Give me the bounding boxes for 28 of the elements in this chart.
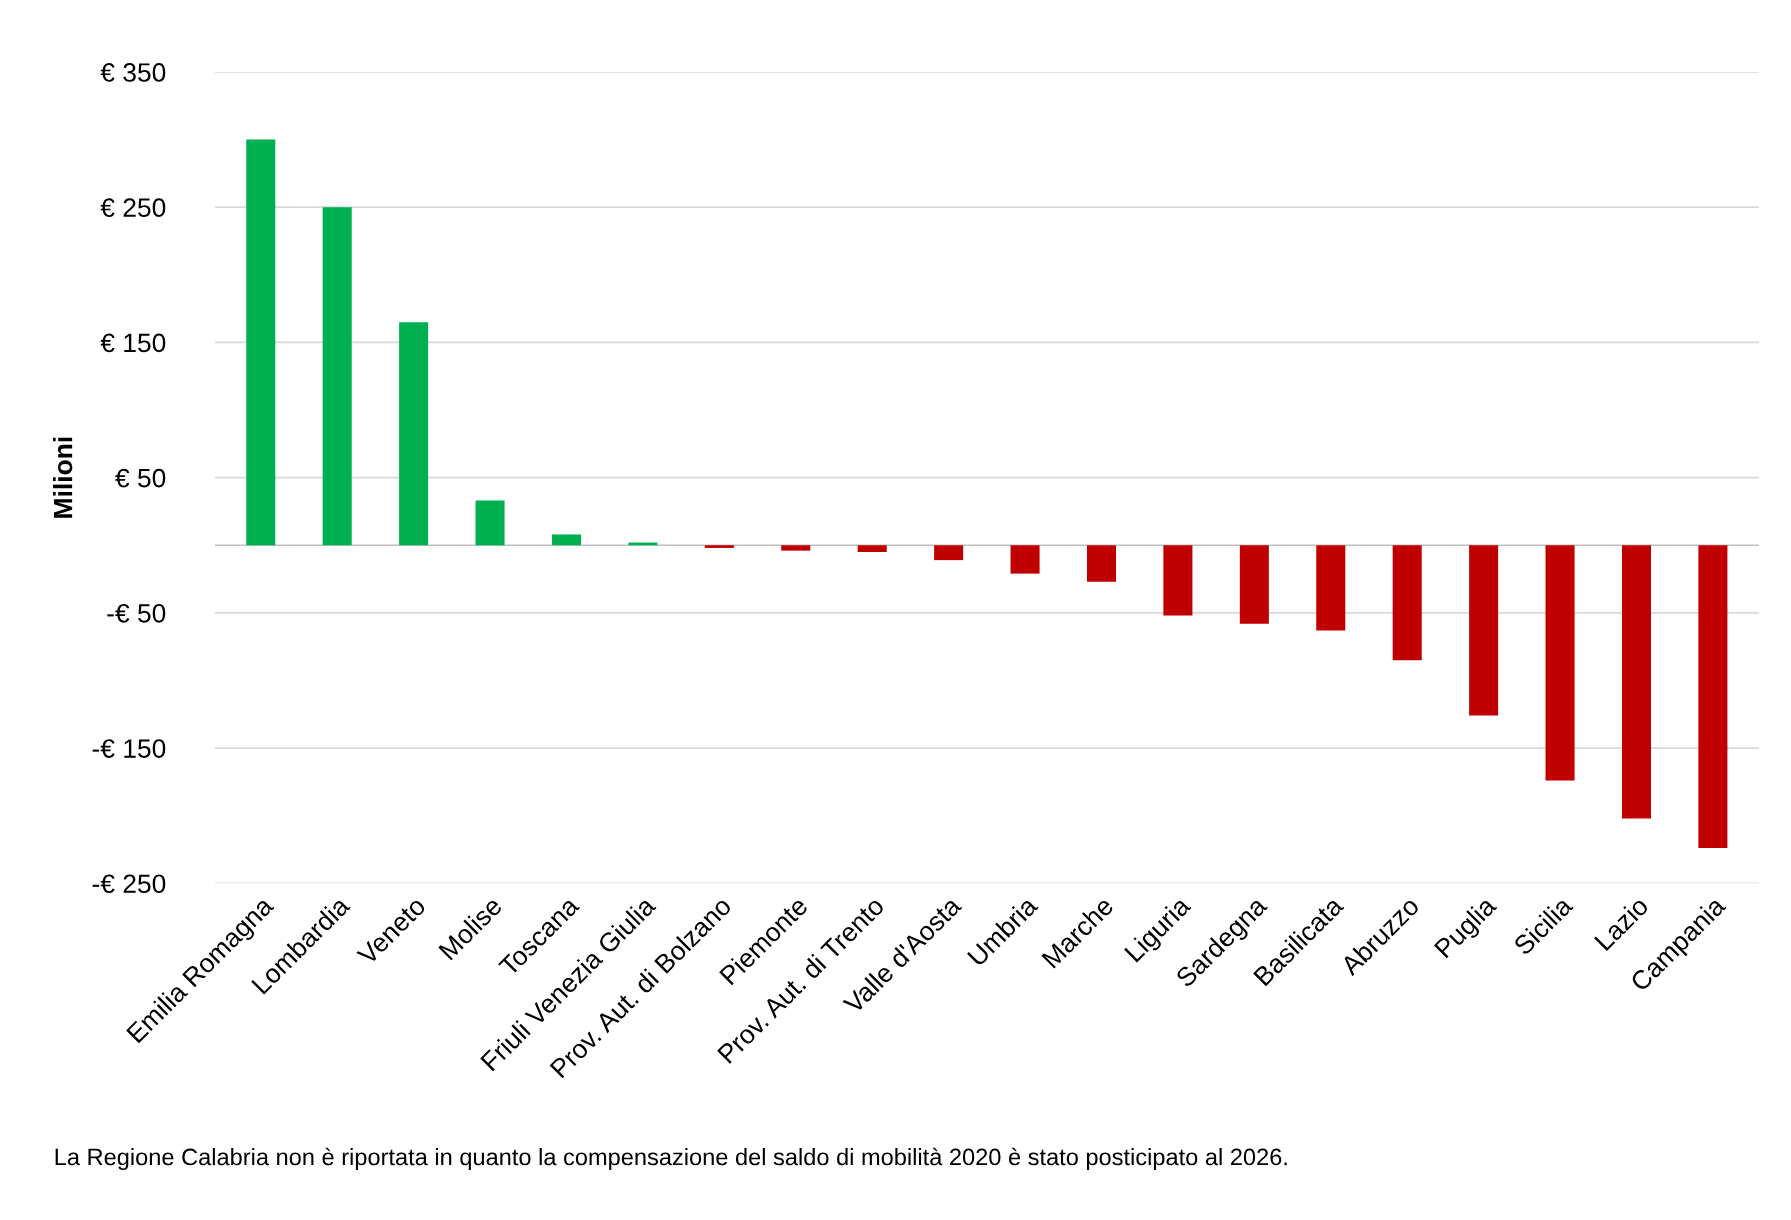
bar — [1698, 545, 1728, 849]
y-tick-label: € 350 — [100, 63, 166, 82]
bar — [934, 545, 964, 561]
bar — [246, 139, 276, 546]
y-tick-label: -€ 150 — [92, 739, 166, 758]
bar — [1316, 545, 1346, 631]
bar — [1086, 545, 1116, 582]
bar — [1163, 545, 1193, 616]
bar — [1621, 545, 1651, 819]
bar — [551, 534, 582, 546]
bar — [475, 500, 505, 546]
bar — [1392, 545, 1422, 661]
bar — [1010, 545, 1040, 574]
y-tick-label: € 250 — [100, 198, 166, 218]
y-tick-label: € 150 — [100, 333, 166, 353]
text: La Regione Calabria non è riportata in quanto la compensazione del saldo di mobilità 2020 è stato posticipato al 2026. — [55, 1147, 1287, 1170]
bar — [322, 207, 352, 546]
y-tick-label: -€ 250 — [92, 874, 166, 894]
bar — [857, 545, 887, 552]
y-tick-label: € 50 — [115, 468, 166, 488]
bar — [399, 322, 429, 546]
bar — [704, 545, 734, 548]
y-axis-title: Milioni — [53, 437, 73, 518]
bar — [781, 545, 811, 551]
y-tick-label: -€ 50 — [107, 603, 166, 623]
bar — [1469, 545, 1499, 716]
bar — [1239, 545, 1269, 624]
bar — [1545, 545, 1575, 781]
